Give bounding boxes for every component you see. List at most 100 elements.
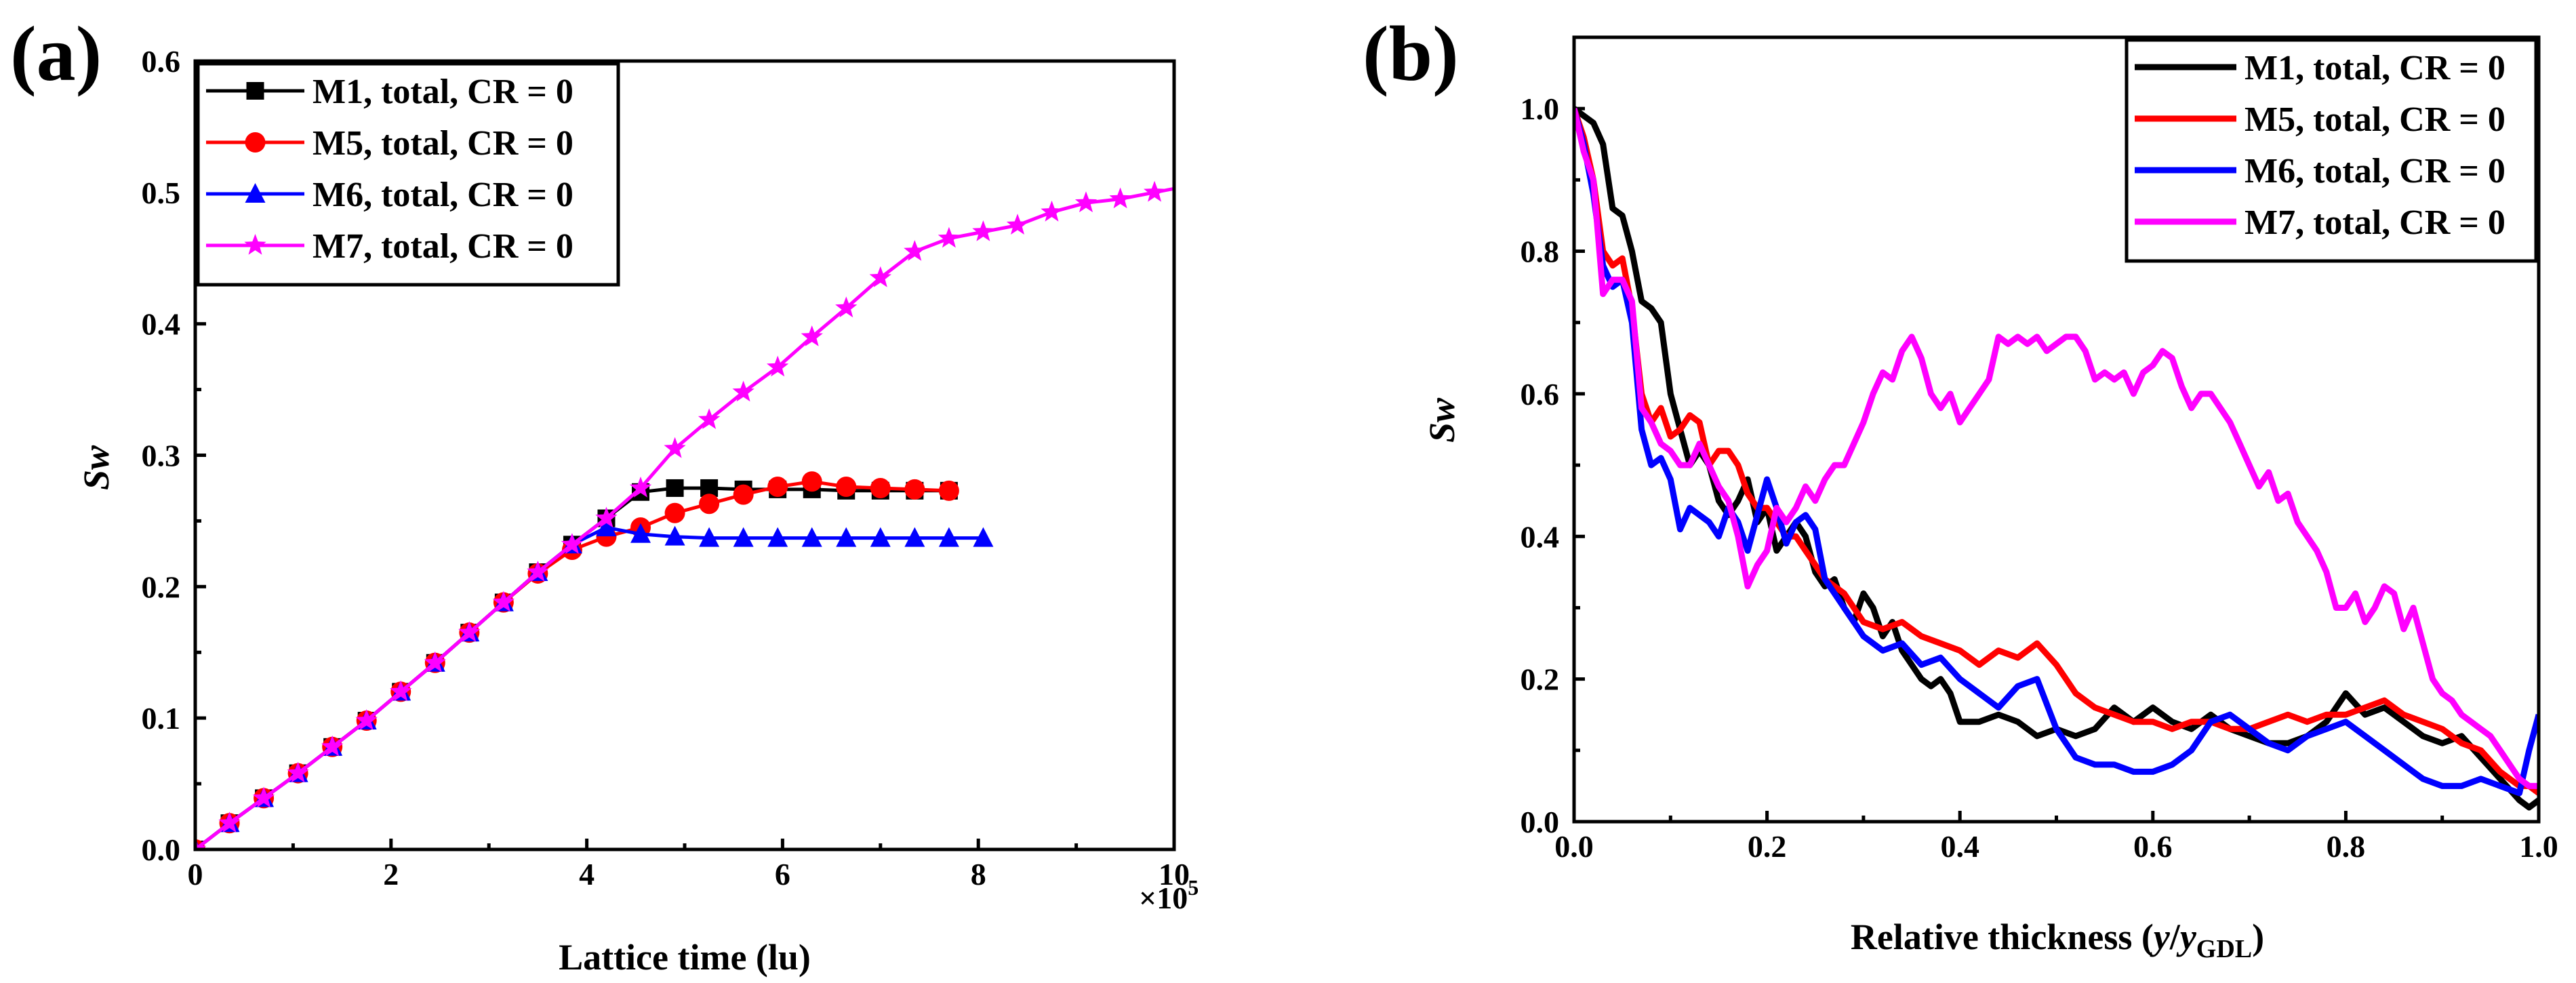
panel-a-x-axis-title: Lattice time (lu): [559, 937, 811, 978]
panel-a-data-point-4: [458, 621, 481, 642]
panel-a-data-point-3: [973, 527, 994, 547]
panel-b-series-line-3: [1574, 108, 2539, 797]
panel-a-data-point-2: [870, 477, 891, 498]
panel-a-data-point-3: [870, 527, 891, 547]
panel-a-data-point-4: [218, 811, 241, 832]
panel-b-x-tick-label: 0.0: [1554, 829, 1594, 864]
panel-a-data-point-4: [1144, 180, 1166, 202]
panel-a-data-point-2: [801, 471, 822, 492]
panel-a-data-point-4: [390, 680, 412, 702]
panel-b-series-clip: [1574, 106, 2539, 811]
panel-b-y-tick-label: 0.0: [1521, 805, 1560, 839]
panel-b-axes: 0.0 0.2 0.4 0.6 0.8 1.0 0.0 0.2 0.4 0.6 0.8 1.0: [1521, 92, 2558, 864]
panel-a-legend-marker-3: [245, 183, 266, 203]
panel-a-data-point-4: [938, 226, 960, 248]
panel-a-data-point-4: [595, 506, 618, 528]
panel-a-data-point-4: [698, 408, 721, 429]
panel-b-x-tick-label: 0.6: [2133, 829, 2173, 864]
panel-a-data-point-3: [904, 527, 925, 547]
panel-a-y-tick-label: 0.4: [142, 307, 181, 342]
panel-a-y-tick-label: 0.3: [142, 439, 181, 473]
panel-b-y-tick-label: 0.6: [1521, 377, 1560, 412]
panel-a-data-point-4: [195, 838, 207, 849]
panel-a-data-point-2: [733, 484, 754, 505]
panel-a-legend-label-4: M7, total, CR = 0: [313, 227, 573, 266]
panel-b-x-tick-label: 0.8: [2327, 829, 2366, 864]
panel-a-data-point-3: [836, 527, 857, 547]
panel-a-data-point-4: [1349, 173, 1371, 194]
panel-a-data-point-4: [1178, 174, 1200, 195]
panel-a-frame: [193, 59, 1176, 851]
panel-b-y-axis-title: Sw: [1422, 397, 1462, 443]
panel-a-data-point-2: [904, 479, 925, 500]
panel-b-frame: [1572, 35, 2541, 824]
panel-a-data-point-4: [252, 786, 275, 808]
panel-a-legend-marker-4: [244, 234, 266, 255]
panel-a-data-point-4: [492, 590, 515, 612]
panel-a-data-point-4: [287, 761, 309, 783]
panel-a-legend-marker-2: [245, 132, 266, 153]
panel-b-y-tick-label: 1.0: [1521, 92, 1560, 126]
panel-a-series: [195, 165, 1371, 849]
panel-a-y-tick-label: 0.1: [142, 701, 181, 736]
panel-a-data-point-4: [835, 296, 858, 318]
panel-a-data-point-3: [938, 527, 959, 547]
panel-a-data-point-4: [1109, 187, 1131, 209]
panel-b: (b) 0.0 0.2 0.4 0.6 0.8 1.0 0.0 0.2 0.4 0.6 0.8 1.0…: [1363, 11, 2558, 963]
panel-a-data-point-3: [767, 527, 788, 547]
panel-a-x-tick-label: 10: [1159, 857, 1190, 891]
panel-a-legend-box: [196, 62, 620, 287]
panel-a-series-line-3: [195, 525, 984, 849]
panel-a-x-tick-label: 0: [188, 857, 203, 891]
panel-b-x-tick-label: 0.2: [1748, 829, 1787, 864]
panel-a-data-point-4: [1315, 172, 1337, 193]
panel-b-legend: M1, total, CR = 0 M5, total, CR = 0 M6, to…: [2125, 38, 2538, 263]
panel-a-data-point-4: [561, 533, 584, 555]
panel-a-label: (a): [10, 11, 102, 98]
panel-a-data-point-3: [596, 517, 617, 537]
panel-a-legend-label-2: M5, total, CR = 0: [313, 124, 573, 163]
panel-a-data-point-4: [1212, 165, 1234, 186]
panel-a-x-tick-label: 6: [775, 857, 790, 891]
panel-a-data-point-2: [767, 477, 788, 498]
panel-b-x-tick-label: 1.0: [2519, 829, 2558, 864]
panel-b-x-axis-title: Relative thickness (y/yGDL): [1851, 917, 2264, 963]
panel-a-data-point-3: [733, 527, 754, 547]
panel-a-legend-marker-1: [246, 82, 264, 100]
panel-b-legend-label-2: M5, total, CR = 0: [2245, 100, 2505, 139]
panel-b-series-line-4: [1574, 108, 2539, 789]
panel-a-data-point-2: [699, 494, 720, 515]
panel-a-data-point-4: [321, 735, 344, 757]
panel-b-label: (b): [1363, 11, 1459, 98]
panel-a-data-point-4: [1281, 172, 1302, 193]
panel-a-data-point-3: [630, 523, 651, 543]
panel-a-legend-label-3: M6, total, CR = 0: [313, 176, 573, 214]
panel-a-data-point-4: [1247, 170, 1268, 191]
panel-a-data-point-4: [869, 266, 891, 287]
panel-b-series: [1574, 106, 2539, 811]
panel-a-y-tick-label: 0.6: [142, 44, 181, 79]
panel-a: (a) 0 2 4 6 8 10 0.0 0.1 0.2 0.3 0.4 0.5 0.6 ×105 La…: [10, 11, 1371, 978]
panel-b-y-tick-label: 0.4: [1521, 519, 1560, 554]
panel-a-x-tick-label: 4: [579, 857, 595, 891]
panel-a-y-tick-label: 0.0: [142, 832, 181, 867]
panel-a-legend: M1, total, CR = 0 M5, total, CR = 0 M6, to…: [196, 62, 620, 287]
panel-a-series-clip: [195, 165, 1371, 849]
panel-a-data-point-3: [801, 527, 822, 547]
panel-b-series-line-2: [1574, 107, 2539, 796]
panel-a-data-point-4: [1006, 214, 1029, 235]
panel-b-legend-label-3: M6, total, CR = 0: [2245, 152, 2505, 190]
panel-a-data-point-4: [355, 709, 378, 730]
panel-b-legend-label-4: M7, total, CR = 0: [2245, 203, 2505, 242]
panel-a-data-point-4: [527, 561, 549, 582]
panel-a-y-tick-label: 0.5: [142, 176, 181, 210]
panel-a-data-point-4: [972, 220, 994, 241]
panel-a-y-axis-title: Sw: [76, 445, 117, 490]
panel-a-x-multiplier: ×105: [1139, 875, 1199, 915]
panel-a-x-tick-label: 8: [971, 857, 986, 891]
panel-a-data-point-4: [732, 380, 754, 402]
panel-a-data-point-2: [938, 480, 959, 501]
panel-a-data-point-1: [666, 479, 684, 497]
panel-b-y-tick-label: 0.8: [1521, 235, 1560, 269]
